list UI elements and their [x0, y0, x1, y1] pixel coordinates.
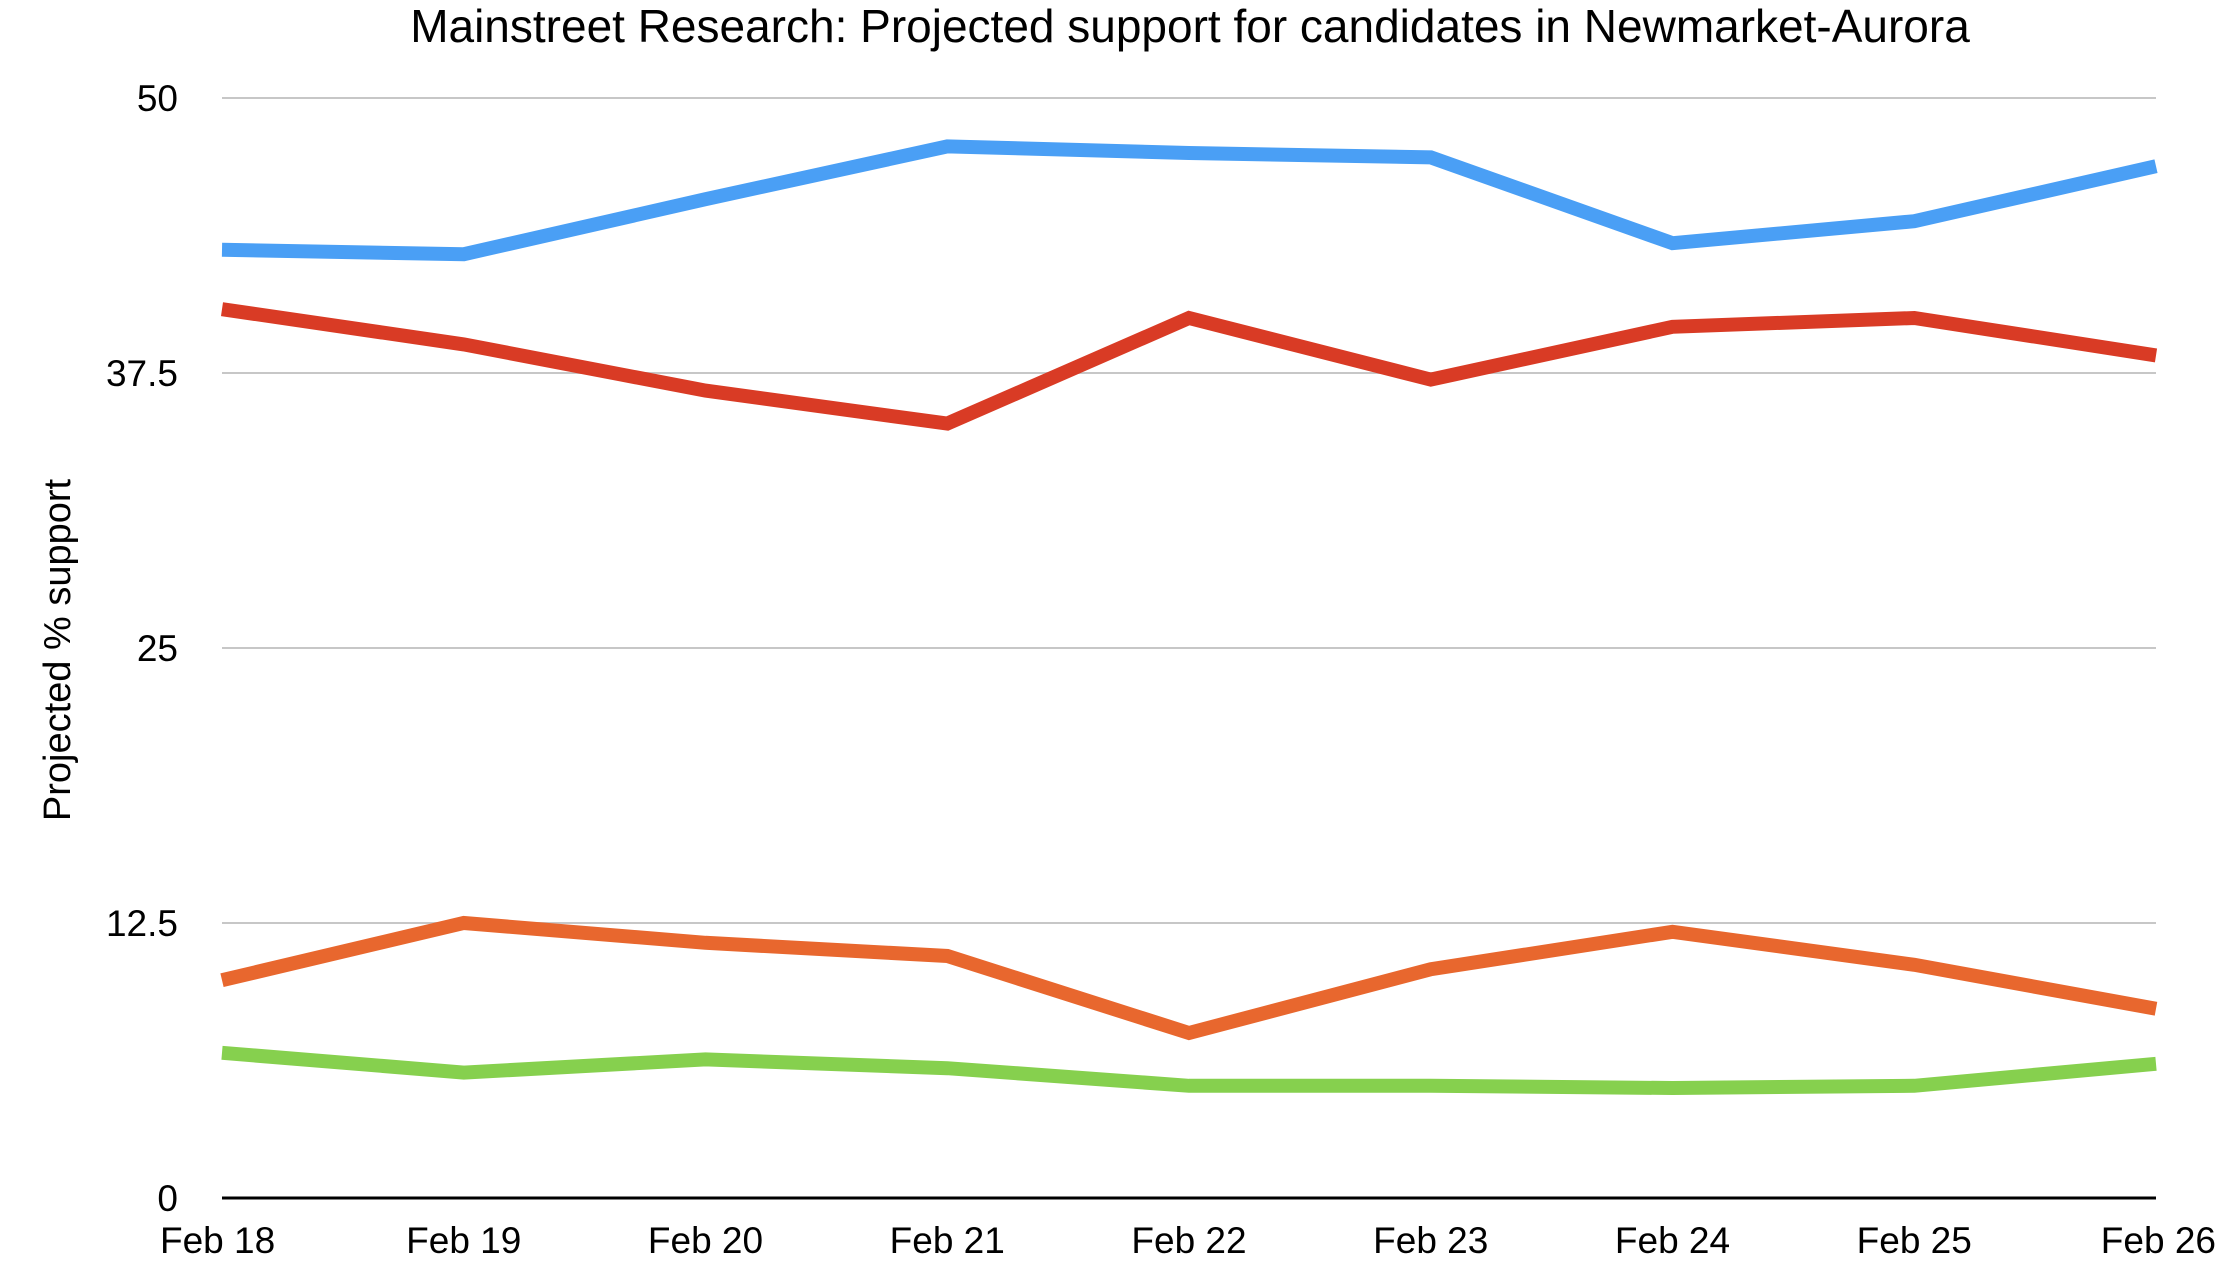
series-line-1 [221, 139, 2158, 262]
x-tick-labels: Feb 18 Feb 19 Feb 20 Feb 21 Feb 22 Feb 23 Feb … [160, 1220, 2216, 1261]
y-tick-label: 25 [137, 628, 178, 669]
y-axis-label: Projected % support [37, 478, 79, 821]
gridlines [222, 97, 2156, 924]
x-tick-label: Feb 24 [1615, 1220, 1730, 1261]
series-line-3 [220, 915, 2158, 1041]
x-tick-label: Feb 25 [1857, 1220, 1972, 1261]
x-tick-label: Feb 23 [1373, 1220, 1488, 1261]
x-tick-label: Feb 21 [890, 1220, 1005, 1261]
x-tick-label: Feb 18 [160, 1220, 275, 1261]
series-line-4 [221, 1045, 2157, 1096]
x-tick-label: Feb 19 [406, 1220, 521, 1261]
series-lines [220, 139, 2158, 1096]
x-tick-label: Feb 26 [2101, 1220, 2216, 1261]
x-tick-label: Feb 20 [648, 1220, 763, 1261]
y-tick-label: 37.5 [106, 353, 178, 394]
y-tick-labels: 0 12.5 25 37.5 50 [106, 78, 178, 1219]
chart-title: Mainstreet Research: Projected support f… [410, 0, 1970, 52]
series-line-2 [220, 302, 2158, 431]
x-tick-label: Feb 22 [1131, 1220, 1246, 1261]
y-tick-label: 12.5 [106, 903, 178, 944]
y-tick-label: 0 [157, 1178, 178, 1219]
y-tick-label: 50 [137, 78, 178, 119]
